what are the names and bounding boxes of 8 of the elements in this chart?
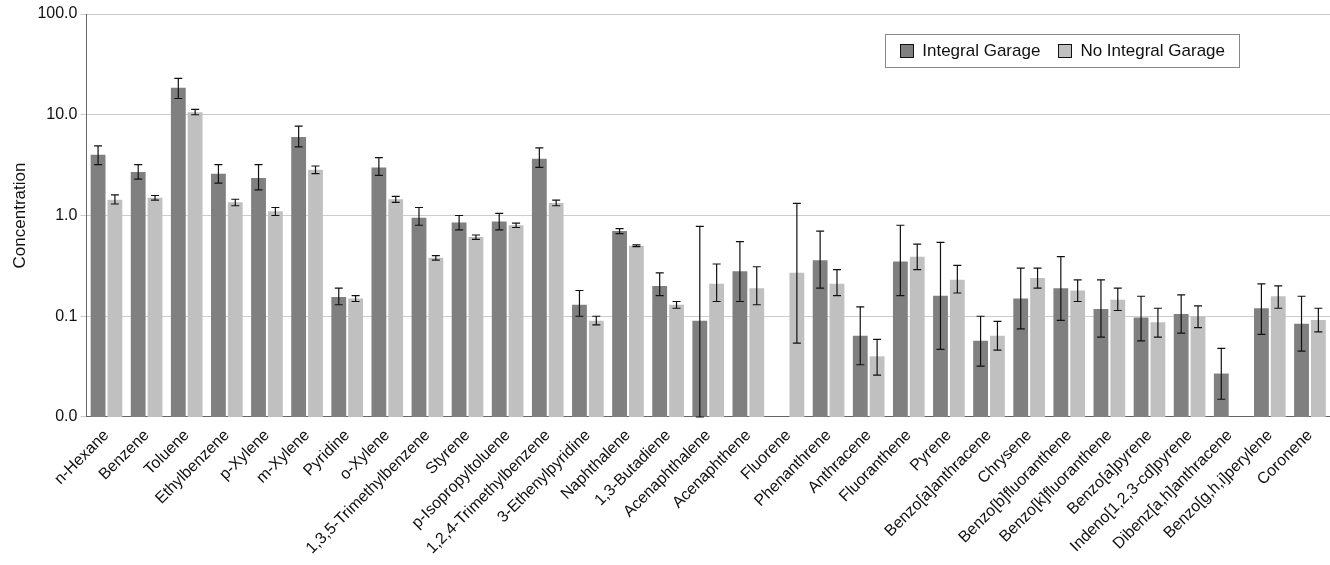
y-tick-label: 0.0 xyxy=(55,407,78,425)
y-tick-label: 1.0 xyxy=(55,205,78,223)
legend-label: Integral Garage xyxy=(922,41,1041,61)
y-tick-label: 10.0 xyxy=(46,105,78,123)
y-axis-title: Concentration xyxy=(9,162,29,269)
y-tick-label: 100.0 xyxy=(37,4,78,22)
y-tick-label: 0.1 xyxy=(55,306,78,324)
legend-label: No Integral Garage xyxy=(1080,41,1225,61)
